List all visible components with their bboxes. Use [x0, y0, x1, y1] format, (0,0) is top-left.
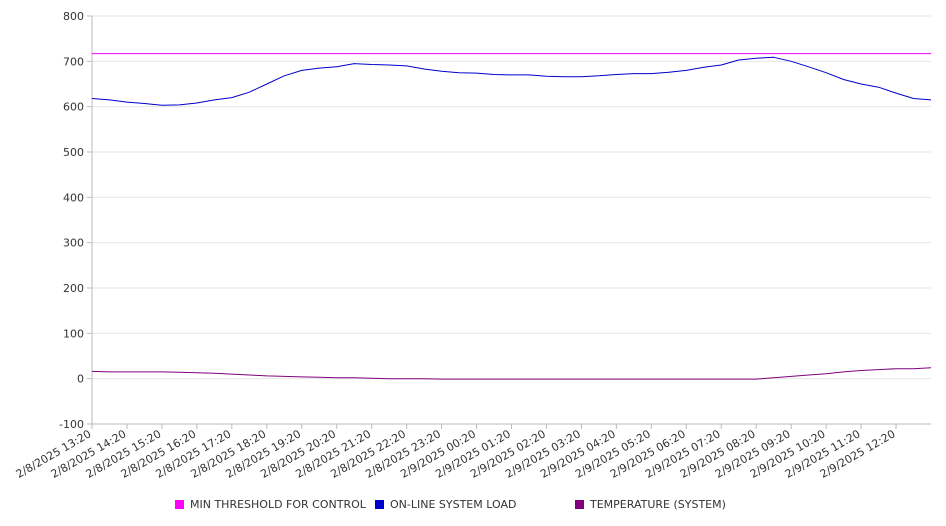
- legend-item-load[interactable]: ON-LINE SYSTEM LOAD: [375, 498, 516, 511]
- y-tick-label: 200: [63, 282, 84, 295]
- legend-label-threshold: MIN THRESHOLD FOR CONTROL: [190, 498, 366, 511]
- series-line-temperature: [91, 367, 932, 380]
- y-tick-labels: -100 0 100 200 300 400 500 600 700 800: [59, 10, 84, 431]
- legend-label-temperature: TEMPERATURE (SYSTEM): [590, 498, 726, 511]
- axes: [87, 15, 931, 429]
- y-tick-label: 100: [63, 327, 84, 340]
- series: [91, 53, 932, 380]
- x-tick-labels: 2/8/2025 13:202/8/2025 14:202/8/2025 15:…: [14, 427, 898, 481]
- legend-item-temperature[interactable]: TEMPERATURE (SYSTEM): [575, 498, 726, 511]
- y-tick-label: -100: [59, 418, 84, 431]
- legend-swatch-load: [375, 500, 384, 509]
- legend-item-threshold[interactable]: MIN THRESHOLD FOR CONTROL: [175, 498, 366, 511]
- grid: [92, 15, 931, 425]
- legend-label-load: ON-LINE SYSTEM LOAD: [390, 498, 517, 511]
- legend-swatch-threshold: [175, 500, 184, 509]
- legend: MIN THRESHOLD FOR CONTROL ON-LINE SYSTEM…: [0, 498, 946, 514]
- y-tick-label: 800: [63, 10, 84, 23]
- y-tick-label: 700: [63, 55, 84, 68]
- y-tick-label: 500: [63, 146, 84, 159]
- y-tick-label: 300: [63, 237, 84, 250]
- y-tick-label: 600: [63, 101, 84, 114]
- series-line-load: [91, 56, 932, 106]
- y-tick-label: 400: [63, 191, 84, 204]
- y-tick-label: 0: [77, 373, 84, 386]
- legend-swatch-temperature: [575, 500, 584, 509]
